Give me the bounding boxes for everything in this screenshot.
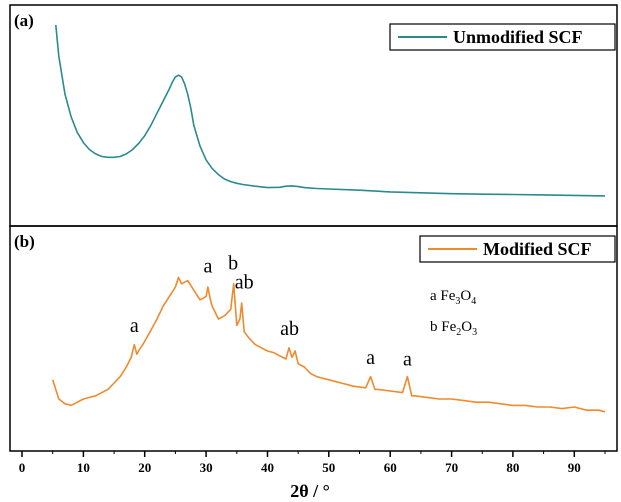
panel-b-label: (b) — [14, 232, 35, 251]
x-tick-label-60: 60 — [384, 460, 397, 475]
x-tick-label-90: 90 — [568, 460, 581, 475]
series-line-modified-scf — [51, 276, 606, 413]
phase-key: a Fe3O4 b Fe2O3 — [430, 288, 477, 338]
phase-key-fe3o4: a Fe3O4 — [430, 288, 476, 307]
x-tick-label-40: 40 — [261, 460, 274, 475]
peak-label-2: b — [228, 252, 238, 274]
phase-key-fe2o3: b Fe2O3 — [430, 319, 477, 338]
phase-key-1-sub2: 4 — [471, 296, 476, 307]
legend-a: Unmodified SCF — [389, 23, 616, 51]
series-modified-scf — [51, 276, 606, 413]
legend-b: Modified SCF — [419, 235, 616, 263]
x-tick-label-10: 10 — [77, 460, 90, 475]
panel-a: (a) Unmodified SCF — [9, 4, 618, 227]
phase-key-2-sub1: 2 — [456, 327, 461, 338]
x-tick-label-30: 30 — [200, 460, 213, 475]
peak-label-6: a — [403, 348, 412, 370]
phase-key-2-prefix: b Fe — [430, 319, 457, 335]
x-tick-label-50: 50 — [322, 460, 335, 475]
panel-b: (b) Modified SCF a Fe3O4 b Fe2O3 aa babab… — [9, 225, 618, 452]
phase-key-1-mid: O — [460, 288, 471, 304]
phase-key-1-prefix: a Fe — [430, 288, 456, 304]
x-tick-label-70: 70 — [445, 460, 458, 475]
peak-label-4: ab — [280, 318, 299, 340]
x-tick-label-80: 80 — [506, 460, 519, 475]
phase-key-2-mid: O — [461, 319, 472, 335]
series-unmodified-scf — [55, 24, 606, 197]
x-axis: 0 10 20 30 40 50 60 70 80 90 2θ / ° — [19, 451, 606, 501]
panel-a-label: (a) — [14, 11, 34, 30]
series-line-unmodified-scf — [55, 24, 606, 197]
legend-a-label: Unmodified SCF — [453, 27, 583, 47]
panel-b-frame — [9, 225, 618, 452]
phase-key-1-sub1: 3 — [455, 296, 460, 307]
x-tick-label-20: 20 — [138, 460, 151, 475]
x-axis-title: 2θ / ° — [290, 481, 330, 501]
x-ticks: 0 10 20 30 40 50 60 70 80 90 — [19, 451, 606, 475]
peak-label-1: a — [203, 256, 212, 278]
x-tick-label-0: 0 — [19, 460, 26, 475]
peak-label-0: a — [130, 315, 139, 337]
peak-label-5: a — [366, 347, 375, 369]
peak-label-3: ab — [235, 272, 254, 294]
phase-key-2-sub2: 3 — [472, 327, 477, 338]
legend-b-label: Modified SCF — [483, 239, 592, 259]
